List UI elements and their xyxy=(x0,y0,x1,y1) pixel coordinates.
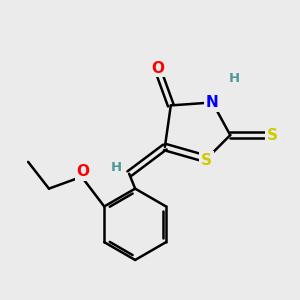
Text: H: H xyxy=(110,161,122,174)
Text: S: S xyxy=(201,153,212,168)
Text: S: S xyxy=(267,128,278,142)
Text: O: O xyxy=(76,164,90,179)
Text: H: H xyxy=(229,72,240,85)
Text: O: O xyxy=(151,61,164,76)
Text: N: N xyxy=(206,95,219,110)
